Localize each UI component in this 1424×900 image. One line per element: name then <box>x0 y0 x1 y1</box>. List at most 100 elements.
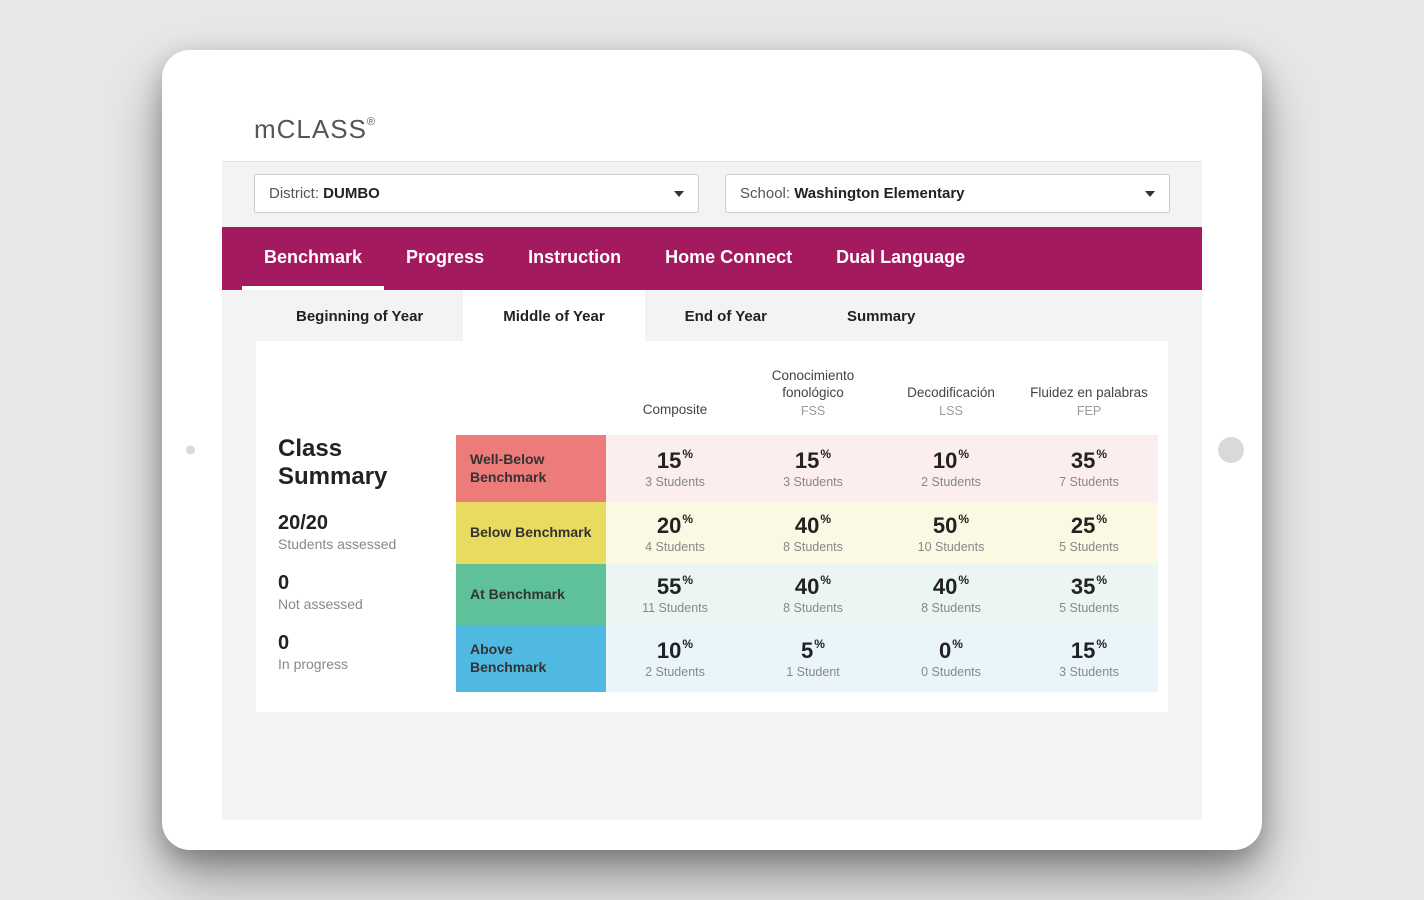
cell-students: 1 Student <box>786 665 840 679</box>
cell-students: 4 Students <box>645 540 705 554</box>
cell-percent: 35% <box>1071 576 1107 598</box>
cell-percent: 40% <box>795 576 831 598</box>
column-title: Decodificación <box>888 384 1014 402</box>
cell-percent: 15% <box>795 450 831 472</box>
data-cell[interactable]: 35% 7 Students <box>1020 435 1158 502</box>
summary-sidebar: Class Summary 20/20Students assessed0Not… <box>256 361 456 692</box>
data-cell[interactable]: 0% 0 Students <box>882 625 1020 692</box>
summary-stat: 0In progress <box>278 632 456 672</box>
chevron-down-icon <box>674 191 684 197</box>
cell-percent: 15% <box>657 450 693 472</box>
header-bar: mCLASS® <box>222 100 1202 162</box>
app-screen: mCLASS® District: DUMBO School: Washingt… <box>222 100 1202 820</box>
column-subtitle: LSS <box>888 403 1014 419</box>
data-cell[interactable]: 55% 11 Students <box>606 564 744 625</box>
main-tab-instruction[interactable]: Instruction <box>506 227 643 290</box>
cell-percent: 25% <box>1071 515 1107 537</box>
sub-tab-end-of-year[interactable]: End of Year <box>645 290 807 341</box>
summary-stat: 20/20Students assessed <box>278 512 456 552</box>
cell-students: 8 Students <box>783 601 843 615</box>
district-select[interactable]: District: DUMBO <box>254 174 699 213</box>
sub-tab-summary[interactable]: Summary <box>807 290 955 341</box>
stat-value: 20/20 <box>278 512 456 535</box>
column-header-blank <box>456 361 606 431</box>
column-subtitle: FSS <box>750 403 876 419</box>
stat-value: 0 <box>278 572 456 595</box>
cell-students: 3 Students <box>1059 665 1119 679</box>
sub-tab-middle-of-year[interactable]: Middle of Year <box>463 290 644 341</box>
main-tab-bar: BenchmarkProgressInstructionHome Connect… <box>222 227 1202 290</box>
tablet-frame: mCLASS® District: DUMBO School: Washingt… <box>162 50 1262 850</box>
main-tab-progress[interactable]: Progress <box>384 227 506 290</box>
main-tab-home-connect[interactable]: Home Connect <box>643 227 814 290</box>
column-title: Composite <box>612 401 738 419</box>
main-tab-benchmark[interactable]: Benchmark <box>242 227 384 290</box>
stat-value: 0 <box>278 632 456 655</box>
data-cell[interactable]: 10% 2 Students <box>882 435 1020 502</box>
summary-stat: 0Not assessed <box>278 572 456 612</box>
column-title: Conocimiento fonológico <box>750 367 876 402</box>
data-cell[interactable]: 15% 3 Students <box>606 435 744 502</box>
sub-tab-bar: Beginning of YearMiddle of YearEnd of Ye… <box>222 290 1202 341</box>
school-select[interactable]: School: Washington Elementary <box>725 174 1170 213</box>
cell-percent: 20% <box>657 515 693 537</box>
stat-label: Students assessed <box>278 536 456 552</box>
selector-row: District: DUMBO School: Washington Eleme… <box>222 162 1202 227</box>
benchmark-row-label: Well-Below Benchmark <box>456 435 606 502</box>
data-cell[interactable]: 15% 3 Students <box>744 435 882 502</box>
data-cell[interactable]: 25% 5 Students <box>1020 502 1158 563</box>
stat-label: Not assessed <box>278 596 456 612</box>
chevron-down-icon <box>1145 191 1155 197</box>
cell-students: 8 Students <box>783 540 843 554</box>
data-cell[interactable]: 40% 8 Students <box>744 564 882 625</box>
column-header: Fluidez en palabrasFEP <box>1020 361 1158 431</box>
cell-percent: 35% <box>1071 450 1107 472</box>
brand-logo: mCLASS® <box>254 114 1170 145</box>
content-panel: Class Summary 20/20Students assessed0Not… <box>256 341 1168 712</box>
column-header: Conocimiento fonológicoFSS <box>744 361 882 431</box>
cell-students: 2 Students <box>645 665 705 679</box>
data-cell[interactable]: 40% 8 Students <box>744 502 882 563</box>
sub-tab-beginning-of-year[interactable]: Beginning of Year <box>256 290 463 341</box>
cell-students: 5 Students <box>1059 601 1119 615</box>
data-cell[interactable]: 35% 5 Students <box>1020 564 1158 625</box>
district-value: DUMBO <box>323 185 380 202</box>
cell-students: 5 Students <box>1059 540 1119 554</box>
school-value: Washington Elementary <box>794 185 964 202</box>
data-cell[interactable]: 15% 3 Students <box>1020 625 1158 692</box>
data-cell[interactable]: 5% 1 Student <box>744 625 882 692</box>
cell-students: 11 Students <box>642 601 708 615</box>
cell-students: 7 Students <box>1059 475 1119 489</box>
column-header: Composite <box>606 361 744 431</box>
data-cell[interactable]: 20% 4 Students <box>606 502 744 563</box>
benchmark-row-label: Above Benchmark <box>456 625 606 692</box>
cell-percent: 15% <box>1071 640 1107 662</box>
cell-students: 2 Students <box>921 475 981 489</box>
cell-percent: 55% <box>657 576 693 598</box>
cell-percent: 10% <box>933 450 969 472</box>
cell-percent: 40% <box>795 515 831 537</box>
cell-students: 3 Students <box>783 475 843 489</box>
column-subtitle: FEP <box>1026 403 1152 419</box>
cell-students: 8 Students <box>921 601 981 615</box>
camera-dot <box>186 446 195 455</box>
benchmark-grid: CompositeConocimiento fonológicoFSSDecod… <box>456 361 1168 692</box>
cell-percent: 0% <box>939 640 963 662</box>
brand-symbol: ® <box>367 116 376 128</box>
cell-students: 10 Students <box>918 540 985 554</box>
main-tab-dual-language[interactable]: Dual Language <box>814 227 987 290</box>
cell-percent: 10% <box>657 640 693 662</box>
data-cell[interactable]: 40% 8 Students <box>882 564 1020 625</box>
cell-students: 0 Students <box>921 665 981 679</box>
data-cell[interactable]: 10% 2 Students <box>606 625 744 692</box>
cell-percent: 40% <box>933 576 969 598</box>
district-label: District: <box>269 185 323 202</box>
cell-percent: 5% <box>801 640 825 662</box>
column-header: DecodificaciónLSS <box>882 361 1020 431</box>
cell-students: 3 Students <box>645 475 705 489</box>
benchmark-row-label: At Benchmark <box>456 564 606 625</box>
summary-title: Class Summary <box>278 435 456 490</box>
home-button[interactable] <box>1218 437 1244 463</box>
brand-text: mCLASS <box>254 114 367 144</box>
data-cell[interactable]: 50%10 Students <box>882 502 1020 563</box>
